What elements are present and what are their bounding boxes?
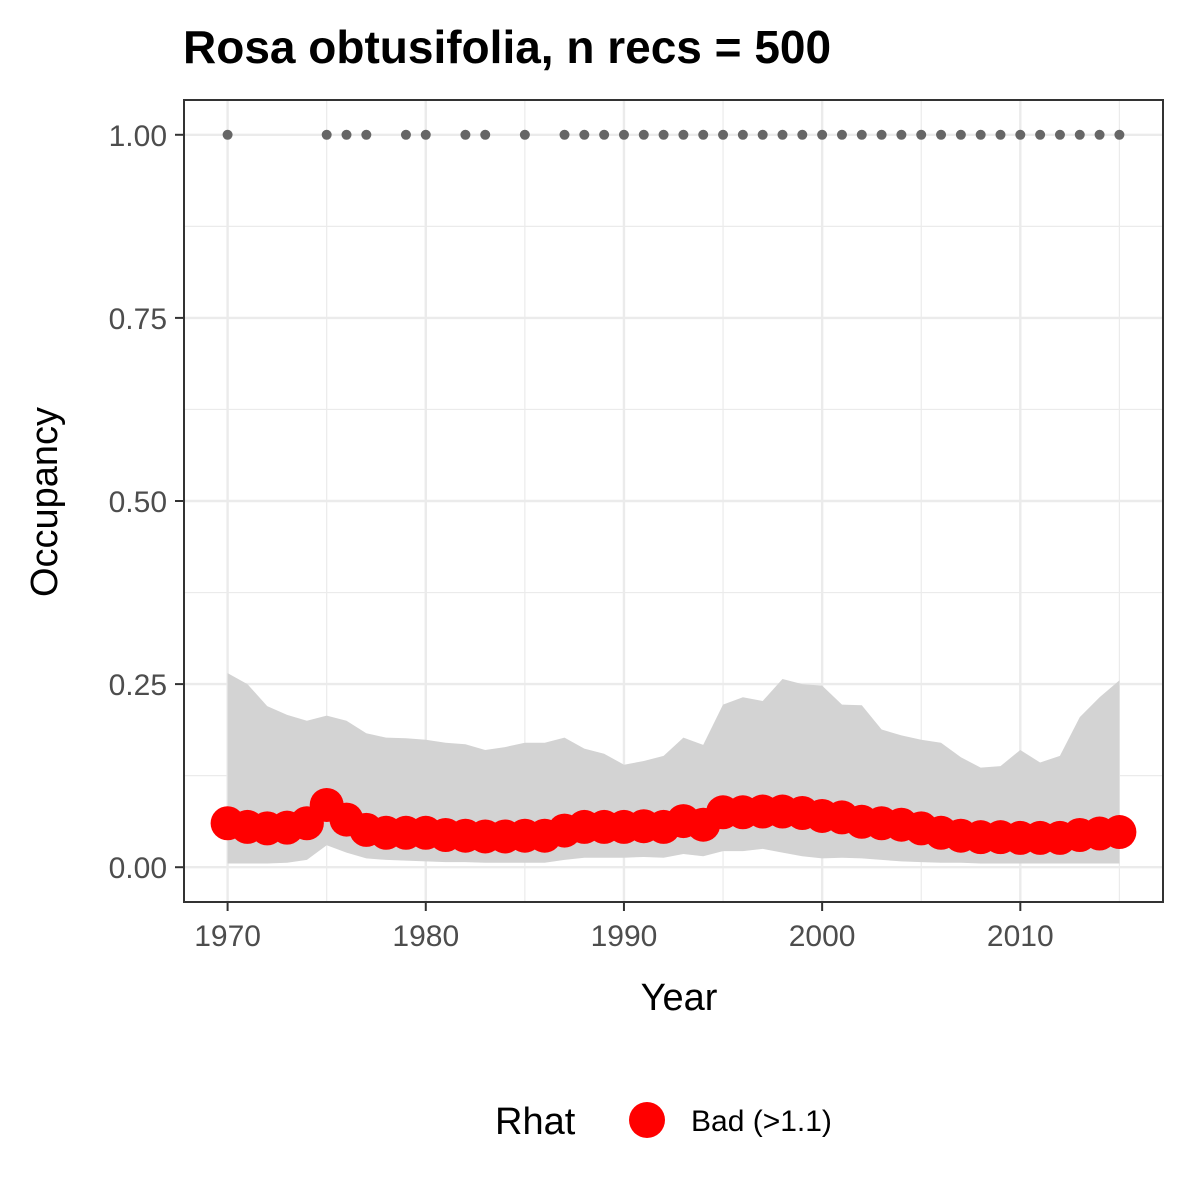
estimate-point [1102,815,1137,850]
x-tick-label: 2000 [789,920,856,953]
record-point [777,129,788,140]
record-point [1035,129,1046,140]
legend-title: Rhat [495,1101,576,1143]
legend: Rhat Bad (>1.1) [495,1101,832,1143]
y-axis: 0.00 0.25 0.50 0.75 1.00 [109,120,184,885]
record-point [559,129,570,140]
record-point [718,129,729,140]
record-point [1074,129,1085,140]
record-point [836,129,847,140]
record-point [955,129,966,140]
x-tick-label: 1990 [591,920,658,953]
record-point [678,129,689,140]
record-point [1015,129,1026,140]
record-point [1094,129,1105,140]
estimate-points-layer [210,787,1137,855]
record-point [737,129,748,140]
record-point [400,129,411,140]
record-point [638,129,649,140]
record-point [658,129,669,140]
record-point [876,129,887,140]
record-point [797,129,808,140]
record-point [599,129,610,140]
x-axis-title: Year [641,977,718,1019]
chart-title: Rosa obtusifolia, n recs = 500 [183,21,831,73]
x-tick-label: 1980 [392,920,459,953]
record-point [817,129,828,140]
x-axis: 1970 1980 1990 2000 2010 [194,902,1054,953]
y-tick-label: 0.75 [109,303,167,336]
record-points-layer [222,129,1125,140]
y-tick-label: 0.25 [109,669,167,702]
record-point [757,129,768,140]
x-tick-label: 1970 [194,920,261,953]
record-point [618,129,629,140]
y-tick-label: 0.00 [109,852,167,885]
x-tick-label: 2010 [987,920,1054,953]
record-point [916,129,927,140]
legend-marker [629,1102,665,1138]
record-point [995,129,1006,140]
record-point [936,129,947,140]
record-point [896,129,907,140]
record-point [222,129,233,140]
record-point [856,129,867,140]
record-point [460,129,471,140]
y-axis-title: Occupancy [24,407,66,597]
legend-label: Bad (>1.1) [691,1105,832,1138]
y-tick-label: 0.50 [109,486,167,519]
record-point [361,129,372,140]
record-point [321,129,332,140]
record-point [698,129,709,140]
record-point [480,129,491,140]
record-point [420,129,431,140]
record-point [1114,129,1125,140]
record-point [1054,129,1065,140]
y-tick-label: 1.00 [109,120,167,153]
record-point [975,129,986,140]
record-point [579,129,590,140]
record-point [519,129,530,140]
record-point [341,129,352,140]
